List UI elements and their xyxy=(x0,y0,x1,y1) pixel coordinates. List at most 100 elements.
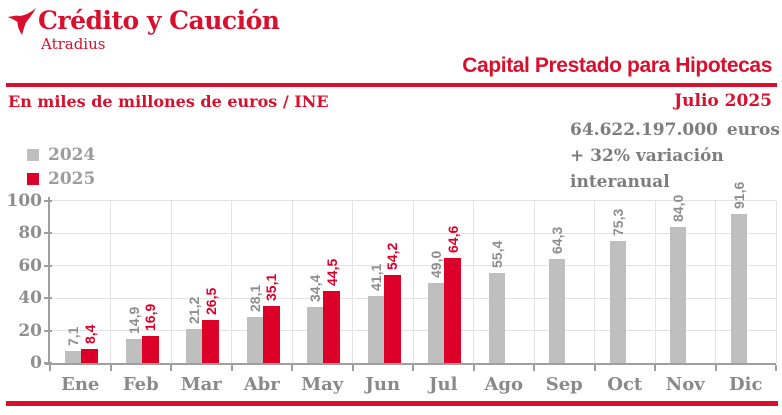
x-gridline xyxy=(654,200,656,363)
x-gridline xyxy=(110,200,111,363)
stats-line-variation: + 32% variación interanual xyxy=(570,146,724,192)
bar-2024 xyxy=(367,296,384,363)
bar-2024 xyxy=(670,226,686,363)
x-axis-category-label: Ago xyxy=(484,374,524,395)
x-axis-tick xyxy=(49,365,51,371)
units-subtitle: En miles de millones de euros / INE xyxy=(8,92,329,111)
bar-value-2024: 49,0 xyxy=(428,251,444,279)
x-axis-category-label: Nov xyxy=(665,374,705,395)
bar-value-2024: 55,4 xyxy=(488,240,505,268)
legend-item-2024: 2024 xyxy=(27,143,95,167)
chart-title: Capital Prestado para Hipotecas xyxy=(462,54,772,77)
y-axis-tick-label: 20 xyxy=(18,320,42,341)
bar-2024 xyxy=(65,351,81,363)
bar-value-2024: 7,1 xyxy=(65,326,81,347)
bar-2024 xyxy=(246,317,263,363)
bar-value-2025: 64,6 xyxy=(444,225,461,254)
period-label: Julio 2025 xyxy=(674,91,772,111)
bar-2024 xyxy=(730,214,747,363)
x-gridline xyxy=(231,200,232,363)
x-gridline xyxy=(352,200,353,363)
x-axis-tick xyxy=(533,365,535,371)
bar-value-2025: 16,9 xyxy=(142,303,158,331)
bar-2025 xyxy=(383,274,401,363)
x-axis-category-label: Jun xyxy=(365,374,401,395)
x-axis-tick xyxy=(351,365,354,371)
bar-value-2024: 14,9 xyxy=(125,306,142,334)
bottom-divider-line xyxy=(6,401,778,406)
bar-value-2024: 21,2 xyxy=(186,296,202,324)
bar-2024 xyxy=(307,307,323,363)
x-axis-category-label: Jul xyxy=(429,374,458,395)
x-gridline xyxy=(775,200,777,363)
total-value: 64.622.197.000 xyxy=(570,120,718,140)
legend: 2024 2025 xyxy=(27,143,95,191)
x-gridline xyxy=(291,200,293,363)
bar-value-2024: 34,4 xyxy=(307,274,323,303)
bar-2024 xyxy=(488,272,505,363)
bar-value-2024: 91,6 xyxy=(730,181,747,210)
brand-name: Crédito y Caución xyxy=(38,6,280,35)
legend-swatch-2025 xyxy=(27,173,39,185)
bar-value-2024: 75,3 xyxy=(609,208,626,236)
x-axis-tick xyxy=(170,365,172,371)
x-axis-tick xyxy=(291,365,293,371)
atradius-bird-icon xyxy=(7,8,37,35)
x-axis-tick xyxy=(714,365,717,371)
bar-2025 xyxy=(262,305,280,363)
bar-2024 xyxy=(609,240,626,363)
total-unit: euros xyxy=(726,120,780,140)
y-axis-tick-label: 80 xyxy=(18,223,42,243)
summary-stats: 64.622.197.000 euros + 32% variación inte… xyxy=(570,117,782,195)
bar-value-2025: 54,2 xyxy=(384,242,400,270)
x-axis-category-label: Mar xyxy=(180,374,222,395)
y-axis-tick-label: 60 xyxy=(18,255,42,276)
bar-2025 xyxy=(81,349,98,363)
x-gridline xyxy=(594,200,595,363)
bar-2024 xyxy=(549,258,565,363)
x-axis-category-label: Dic xyxy=(729,374,763,395)
bar-2025 xyxy=(141,335,159,363)
bar-value-2024: 84,0 xyxy=(670,194,686,222)
legend-item-2025: 2025 xyxy=(27,167,95,191)
x-axis-tick xyxy=(412,365,414,371)
top-divider-line xyxy=(6,83,777,87)
y-axis-tick-label: 40 xyxy=(18,288,42,308)
x-axis-category-label: Oct xyxy=(607,374,643,395)
x-axis-tick xyxy=(472,365,475,371)
bar-2024 xyxy=(125,338,142,363)
x-gridline xyxy=(715,200,716,363)
y-axis-line xyxy=(48,196,50,365)
bar-2024 xyxy=(428,283,444,363)
bar-2025 xyxy=(202,319,219,363)
bar-2025 xyxy=(444,258,461,363)
x-gridline xyxy=(412,200,414,363)
x-axis-tick xyxy=(654,365,656,371)
stats-line-total: 64.622.197.000 euros xyxy=(570,117,782,143)
x-axis-tick xyxy=(230,365,233,371)
bar-2025 xyxy=(323,290,340,363)
x-gridline xyxy=(533,200,535,363)
x-axis-tick xyxy=(775,365,777,371)
x-gridline xyxy=(170,200,172,363)
bar-value-2024: 28,1 xyxy=(246,285,263,313)
legend-label: 2024 xyxy=(48,145,96,165)
bar-value-2025: 26,5 xyxy=(202,287,219,315)
y-axis-tick-label: 100 xyxy=(6,190,43,211)
x-axis-category-label: Sep xyxy=(545,374,583,395)
bar-value-2025: 8,4 xyxy=(81,324,98,345)
bar-value-2025: 44,5 xyxy=(323,258,340,286)
brand-subname: Atradius xyxy=(41,35,106,53)
bar-2024 xyxy=(186,328,202,363)
legend-label: 2025 xyxy=(48,169,96,189)
x-axis-category-label: May xyxy=(301,374,344,395)
legend-swatch-2024 xyxy=(27,149,39,161)
x-axis-category-label: Abr xyxy=(243,374,280,395)
y-axis-tick-label: 0 xyxy=(30,353,42,373)
x-axis-category-label: Ene xyxy=(61,374,100,395)
x-axis-category-label: Feb xyxy=(122,374,159,395)
bar-value-2024: 64,3 xyxy=(549,226,565,254)
bar-value-2024: 41,1 xyxy=(367,263,384,292)
